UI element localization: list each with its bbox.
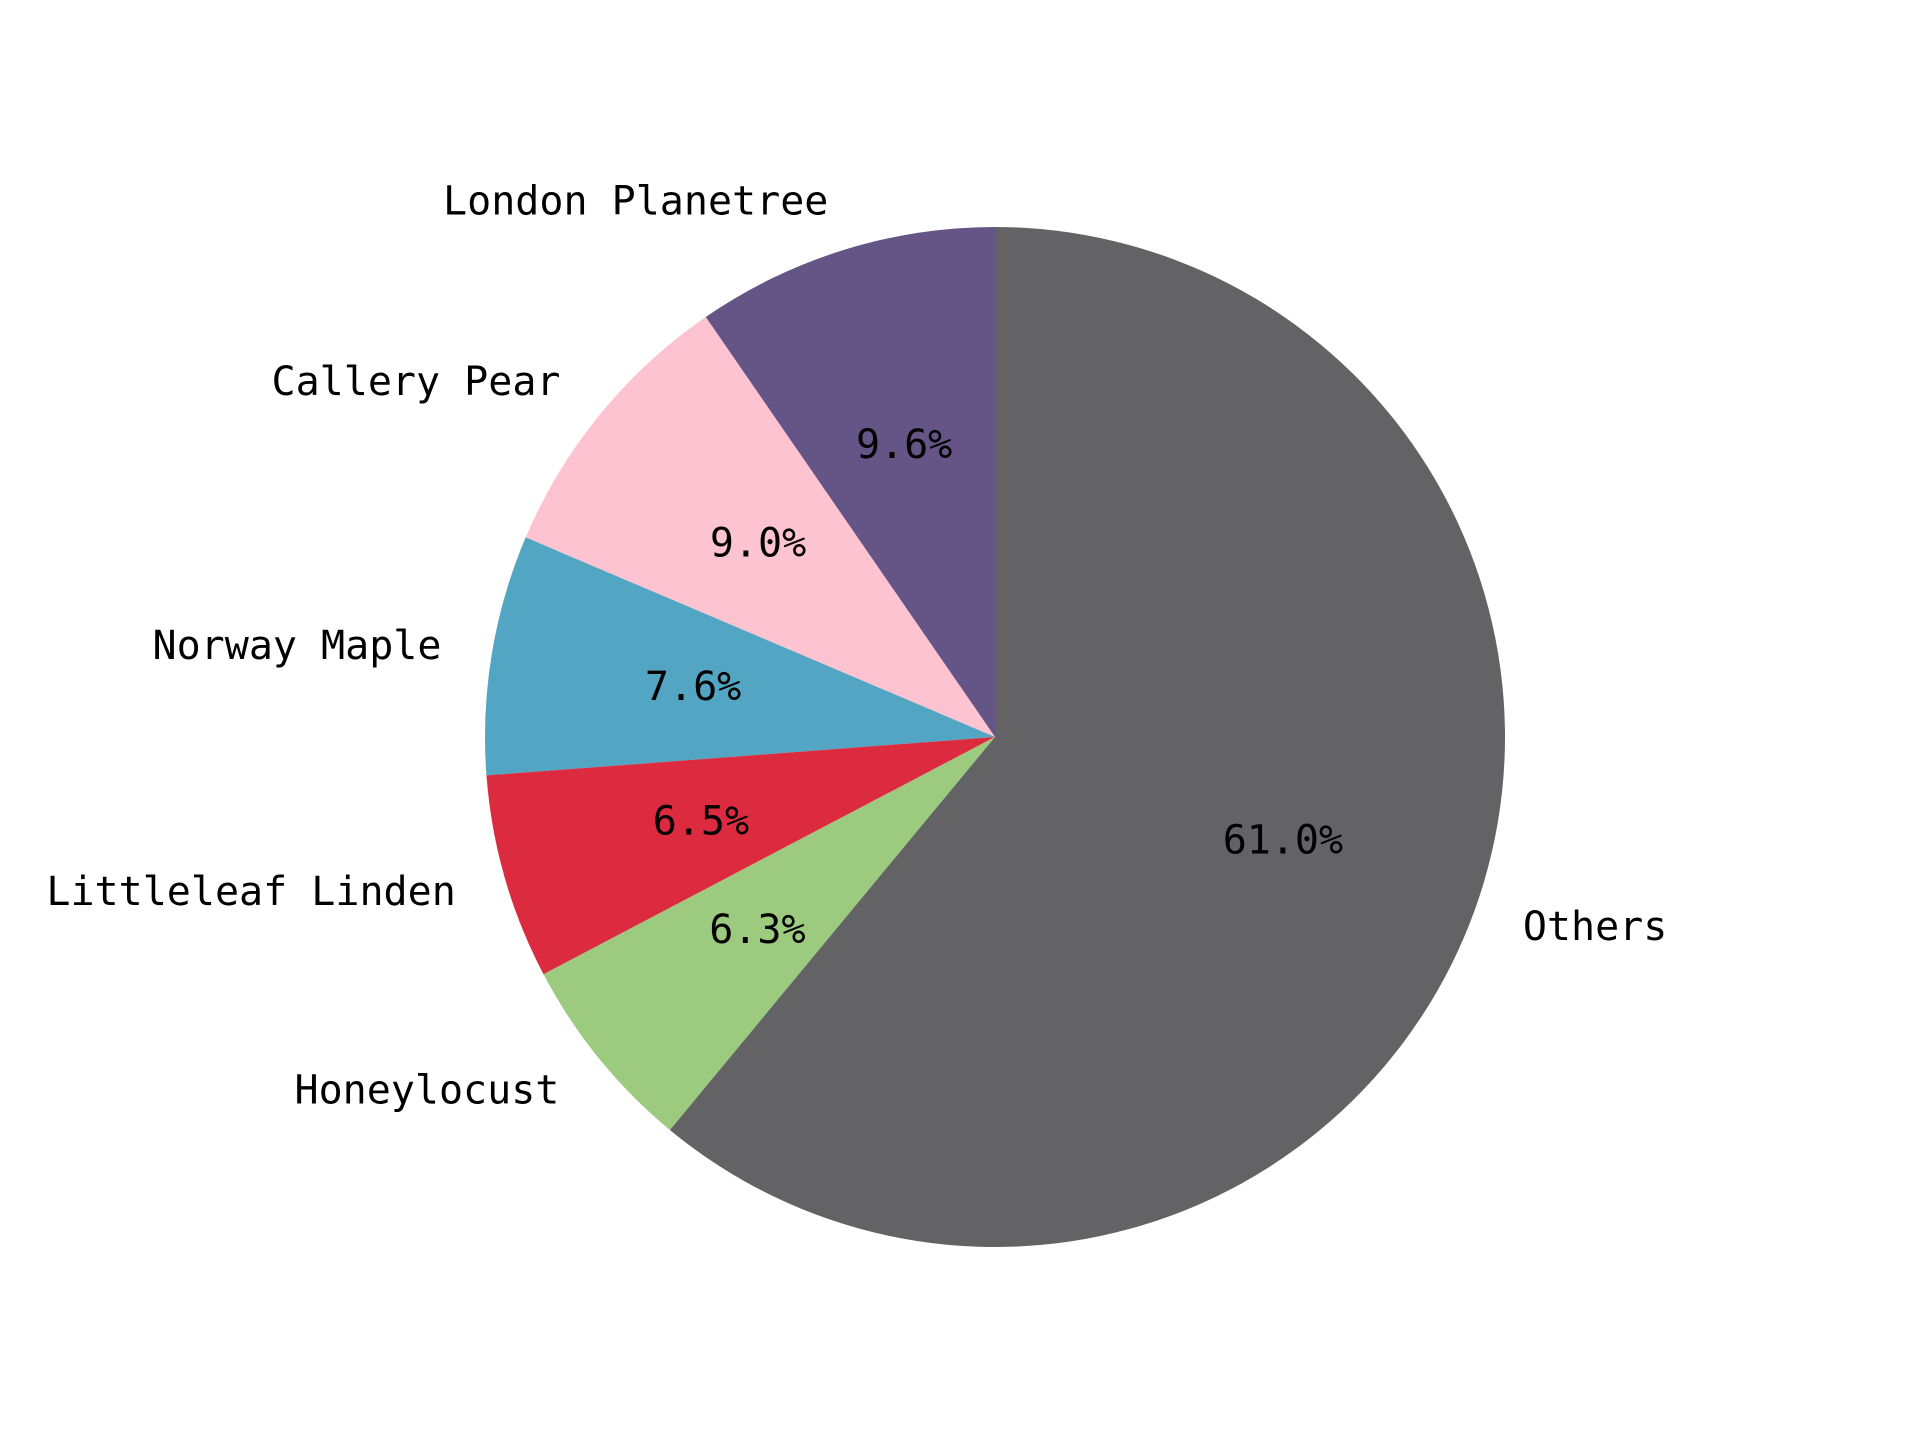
slice-label-littleleaf-linden: Littleleaf Linden (46, 869, 455, 915)
slice-callery-pear (525, 316, 995, 737)
slice-label-london-planetree: London Planetree (443, 178, 828, 224)
slice-label-others: Others (1523, 904, 1668, 950)
slice-label-callery-pear: Callery Pear (272, 359, 561, 405)
pct-label-honeylocust: 6.3% (709, 907, 805, 953)
slice-honeylocust (543, 737, 995, 1130)
slice-norway-maple (485, 537, 995, 776)
slice-label-norway-maple: Norway Maple (152, 623, 441, 669)
slice-others (669, 227, 1505, 1247)
pct-label-others: 61.0% (1223, 818, 1343, 864)
pct-label-littleleaf-linden: 6.5% (653, 798, 749, 844)
pct-label-norway-maple: 7.6% (645, 664, 741, 710)
pct-label-callery-pear: 9.0% (710, 520, 806, 566)
labels-group: 9.6% London Planetree 9.0% Callery Pear 7.6%… (46, 178, 1667, 1113)
slice-label-honeylocust: Honeylocust (294, 1068, 559, 1114)
slices-group (485, 227, 1505, 1247)
slice-littleleaf-linden (486, 737, 995, 975)
slice-london-planetree (705, 227, 995, 737)
pct-label-london-planetree: 9.6% (856, 422, 952, 468)
